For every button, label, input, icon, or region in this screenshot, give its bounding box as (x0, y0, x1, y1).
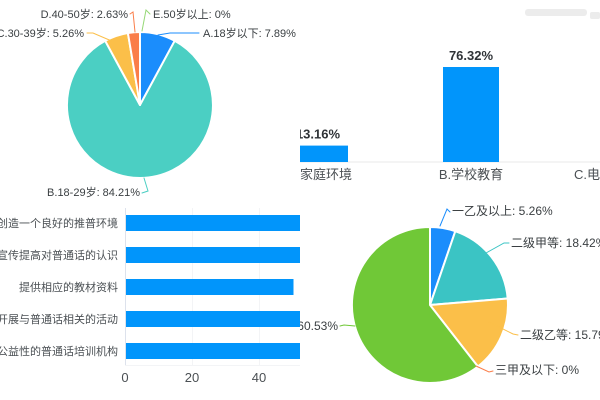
suggestion-bar-category-0: 创造一个良好的推普环境 (0, 216, 118, 230)
level-pie-slice-2[interactable] (429, 297, 509, 368)
age-pie-leader-3 (129, 11, 136, 33)
level-pie-leader-2 (488, 321, 519, 336)
level-pie-leader-3 (475, 365, 494, 373)
level-pie-leader-1 (485, 242, 510, 254)
age-pie-label-3: D.40-50岁: 2.63% (41, 7, 129, 21)
level-pie-label-3: 三甲及以下: 0% (495, 363, 579, 377)
influence-bar-value-1: 76.32% (449, 48, 494, 63)
scrollbar-thumb[interactable] (525, 9, 587, 16)
suggestion-bar-bar-1[interactable] (126, 247, 300, 263)
level-pie-slice-1[interactable] (429, 230, 509, 306)
influence-bar-value-0: 13.16% (300, 127, 340, 142)
influence-bar-bar-1[interactable] (443, 67, 499, 162)
suggestion-bar-tick-2: 40 (252, 370, 266, 385)
influence-bar-category-0: 家庭环境 (300, 167, 352, 182)
level-pie-label-0: 一乙及以上: 5.26% (452, 204, 553, 218)
influence-bar-svg: 13.16% 家庭环境 76.32% B.学校教育 C.电 (300, 48, 600, 182)
age-pie-leader-2 (86, 32, 115, 43)
suggestion-bar-category-1: 宣传提高对普通话的认识 (0, 248, 118, 262)
level-pie-chart: 一乙及以上: 5.26% 二级甲等: 18.42% 二级乙等: 15.79% 三甲及以… (300, 200, 600, 400)
influence-bar-category-1: B.学校教育 (439, 167, 503, 182)
level-pie-leader-4 (339, 324, 356, 327)
level-pie-slice-4[interactable] (350, 226, 479, 384)
level-pie-svg: 一乙及以上: 5.26% 二级甲等: 18.42% 二级乙等: 15.79% 三甲及以… (300, 204, 600, 384)
age-pie-label-1: B.18-29岁: 84.21% (47, 185, 140, 199)
level-pie-label-1: 二级甲等: 18.42% (511, 236, 600, 250)
age-pie-slice-3[interactable] (126, 30, 141, 106)
level-pie-leader-0 (439, 208, 451, 227)
level-pie-label-2: 二级乙等: 15.79% (520, 328, 600, 342)
influence-bar-chart: 13.16% 家庭环境 76.32% B.学校教育 C.电 (300, 0, 600, 200)
age-pie-leader-0 (157, 32, 200, 36)
age-pie-leader-4 (141, 8, 151, 32)
suggestion-bar-category-2: 提供相应的教材资料 (19, 280, 118, 294)
age-pie-label-2: C.30-39岁: 5.26% (0, 26, 84, 40)
age-pie-leader-1 (141, 177, 149, 194)
scrollbar-corner[interactable] (590, 12, 600, 19)
age-pie-slice-1[interactable] (65, 39, 214, 179)
age-pie-label-4: E.50岁以上: 0% (153, 7, 231, 21)
suggestion-bar-bar-0[interactable] (126, 215, 300, 231)
suggestion-bar-tick-1: 20 (185, 370, 199, 385)
influence-bar-bar-0[interactable] (300, 145, 348, 162)
suggestion-bar-bar-2[interactable] (126, 279, 294, 295)
suggestion-bar-category-3: 开展与普通话相关的活动 (0, 312, 118, 326)
suggestion-bar-chart: 0 20 40 创造一个良好的推普环境 宣传提高对普通话的认识提供相应的教材资料开展与普… (0, 200, 300, 400)
suggestion-bar-bar-3[interactable] (126, 311, 300, 327)
influence-bar-category-2: C.电 (574, 167, 600, 182)
age-pie-label-0: A.18岁以下: 7.89% (203, 26, 296, 40)
suggestion-bar-svg: 0 20 40 创造一个良好的推普环境宣传提高对普通话的认识提供相应的教材资料开展与普… (0, 208, 300, 385)
level-pie-label-4: 60.53% (300, 319, 338, 333)
age-pie-chart: A.18岁以下: 7.89% B.18-29岁: 84.21% C.30-39岁: … (0, 0, 300, 200)
age-pie-svg: A.18岁以下: 7.89% B.18-29岁: 84.21% C.30-39岁: … (0, 7, 296, 199)
suggestion-bar-bar-4[interactable] (126, 343, 300, 359)
suggestion-bar-category-4: 公益性的普通话培训机构 (0, 344, 118, 358)
suggestion-bar-tick-0: 0 (121, 370, 128, 385)
